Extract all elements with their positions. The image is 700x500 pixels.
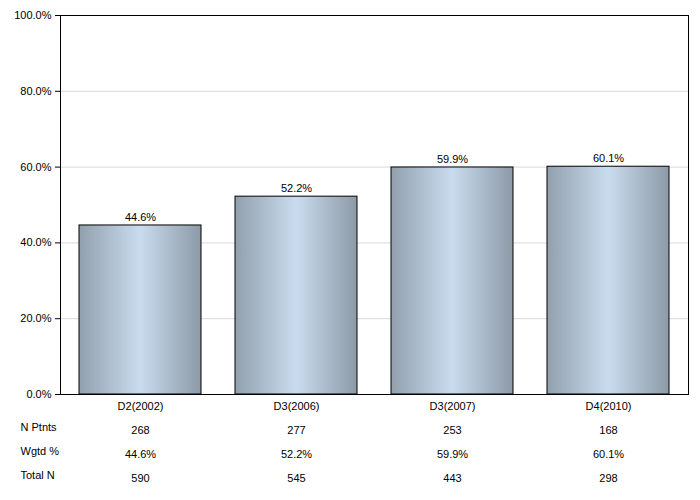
- svg-text:268: 268: [131, 424, 149, 436]
- svg-text:52.2%: 52.2%: [281, 182, 312, 194]
- svg-text:298: 298: [599, 472, 617, 484]
- svg-text:0.0%: 0.0%: [26, 388, 51, 400]
- svg-text:N Ptnts: N Ptnts: [21, 421, 58, 433]
- svg-text:44.6%: 44.6%: [125, 448, 156, 460]
- svg-text:80.0%: 80.0%: [20, 85, 51, 97]
- svg-text:59.9%: 59.9%: [437, 153, 468, 165]
- svg-text:44.6%: 44.6%: [125, 211, 156, 223]
- svg-text:100.0%: 100.0%: [14, 9, 52, 21]
- svg-text:60.0%: 60.0%: [20, 161, 51, 173]
- svg-text:253: 253: [443, 424, 461, 436]
- svg-text:Total N: Total N: [21, 469, 55, 481]
- svg-text:D3(2007): D3(2007): [430, 400, 476, 412]
- svg-text:168: 168: [599, 424, 617, 436]
- svg-text:545: 545: [287, 472, 305, 484]
- svg-text:443: 443: [443, 472, 461, 484]
- svg-text:60.1%: 60.1%: [593, 152, 624, 164]
- svg-text:59.9%: 59.9%: [437, 448, 468, 460]
- svg-text:D4(2010): D4(2010): [586, 400, 632, 412]
- svg-text:D2(2002): D2(2002): [118, 400, 164, 412]
- svg-text:D3(2006): D3(2006): [274, 400, 320, 412]
- svg-text:52.2%: 52.2%: [281, 448, 312, 460]
- svg-text:40.0%: 40.0%: [20, 236, 51, 248]
- svg-text:20.0%: 20.0%: [20, 312, 51, 324]
- svg-text:590: 590: [131, 472, 149, 484]
- svg-text:Wgtd %: Wgtd %: [21, 445, 60, 457]
- svg-text:277: 277: [287, 424, 305, 436]
- svg-text:60.1%: 60.1%: [593, 448, 624, 460]
